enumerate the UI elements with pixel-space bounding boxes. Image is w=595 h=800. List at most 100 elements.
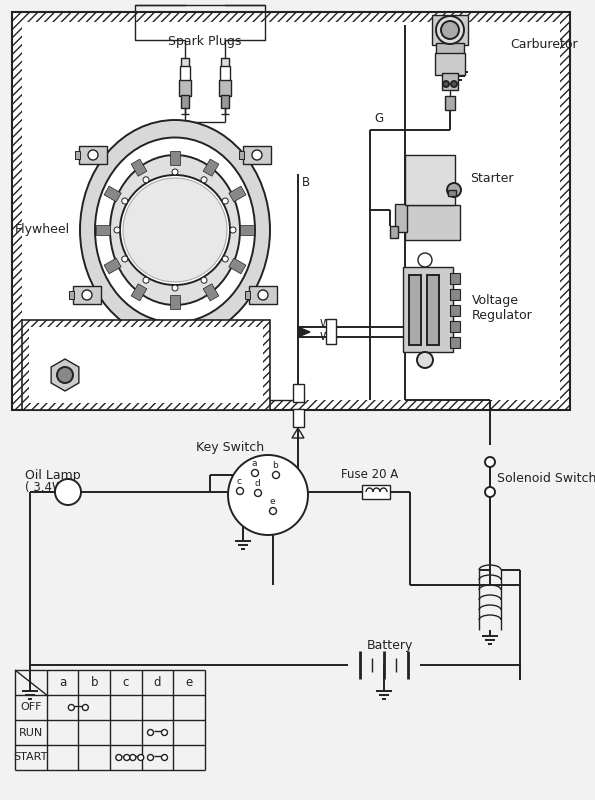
Bar: [229, 186, 246, 202]
Bar: [131, 284, 147, 301]
Circle shape: [273, 471, 280, 478]
Circle shape: [161, 754, 168, 761]
Circle shape: [123, 178, 227, 282]
Text: a: a: [251, 459, 257, 469]
Text: Flywheel: Flywheel: [15, 223, 70, 237]
Circle shape: [258, 290, 268, 300]
Bar: [22, 320, 270, 410]
Bar: [131, 159, 147, 176]
Circle shape: [82, 705, 88, 710]
Bar: [442, 73, 458, 90]
Bar: [69, 291, 74, 299]
Text: d: d: [154, 676, 161, 689]
Text: ( 3.4W ): ( 3.4W ): [25, 481, 72, 494]
Circle shape: [130, 754, 136, 761]
Text: Charging
Coil: Charging Coil: [150, 219, 201, 241]
Bar: [293, 409, 304, 427]
Circle shape: [201, 177, 207, 182]
Bar: [390, 226, 398, 238]
Text: W: W: [320, 319, 331, 329]
Text: e: e: [186, 676, 193, 689]
Text: Carburetor: Carburetor: [510, 38, 578, 51]
Bar: [22, 22, 560, 400]
Bar: [179, 80, 191, 96]
Bar: [293, 384, 304, 402]
Text: b: b: [90, 676, 98, 689]
Text: Option: Option: [155, 329, 213, 343]
Bar: [450, 321, 460, 332]
Bar: [243, 146, 271, 164]
Bar: [203, 159, 219, 176]
Bar: [104, 258, 121, 274]
Circle shape: [451, 81, 457, 87]
Bar: [450, 305, 460, 316]
Circle shape: [270, 507, 277, 514]
Bar: [245, 291, 250, 299]
Bar: [435, 53, 465, 75]
Bar: [181, 58, 189, 68]
Circle shape: [222, 198, 228, 204]
Text: OFF: OFF: [20, 702, 42, 713]
Circle shape: [114, 227, 120, 233]
Circle shape: [120, 175, 230, 285]
Circle shape: [57, 367, 73, 383]
Circle shape: [228, 455, 308, 535]
Polygon shape: [51, 359, 79, 391]
Circle shape: [418, 253, 432, 267]
Text: c: c: [236, 478, 242, 486]
Bar: [362, 485, 390, 499]
Ellipse shape: [80, 120, 270, 340]
Bar: [203, 284, 219, 301]
Text: Solenoid Switch: Solenoid Switch: [497, 471, 595, 485]
Circle shape: [148, 730, 154, 735]
Text: RUN: RUN: [18, 727, 43, 738]
Text: W: W: [320, 332, 331, 342]
Circle shape: [252, 470, 258, 477]
Bar: [445, 96, 455, 110]
Text: b: b: [272, 462, 278, 470]
Circle shape: [124, 754, 130, 761]
Bar: [181, 95, 189, 108]
Text: Fuse 20 A: Fuse 20 A: [342, 469, 399, 482]
Circle shape: [441, 21, 459, 39]
Bar: [239, 151, 244, 159]
Text: Oil Lamp: Oil Lamp: [25, 469, 81, 482]
Bar: [12, 12, 570, 410]
Circle shape: [172, 169, 178, 175]
Circle shape: [116, 754, 122, 761]
Bar: [405, 155, 455, 205]
Bar: [79, 146, 107, 164]
Bar: [403, 267, 453, 352]
Circle shape: [417, 352, 433, 368]
Circle shape: [201, 278, 207, 283]
Circle shape: [172, 285, 178, 291]
Bar: [427, 275, 439, 345]
Circle shape: [122, 256, 128, 262]
Text: B: B: [302, 175, 310, 189]
Circle shape: [255, 490, 261, 497]
Text: G: G: [374, 111, 383, 125]
Polygon shape: [298, 327, 310, 337]
Text: Battery: Battery: [367, 638, 413, 651]
Bar: [170, 295, 180, 309]
Text: START: START: [14, 753, 48, 762]
Text: Spark Plugs: Spark Plugs: [168, 35, 242, 49]
Text: Starter: Starter: [470, 171, 513, 185]
Circle shape: [485, 457, 495, 467]
Text: c: c: [123, 676, 129, 689]
Bar: [219, 80, 231, 96]
Circle shape: [236, 487, 243, 494]
Circle shape: [55, 479, 81, 505]
Bar: [220, 66, 230, 82]
Circle shape: [252, 150, 262, 160]
Bar: [405, 205, 460, 240]
Bar: [170, 151, 180, 165]
Circle shape: [82, 290, 92, 300]
Circle shape: [88, 150, 98, 160]
Circle shape: [443, 81, 449, 87]
Bar: [409, 275, 421, 345]
Bar: [180, 66, 190, 82]
Text: Key Switch: Key Switch: [196, 442, 264, 454]
Bar: [104, 186, 121, 202]
Bar: [450, 289, 460, 300]
